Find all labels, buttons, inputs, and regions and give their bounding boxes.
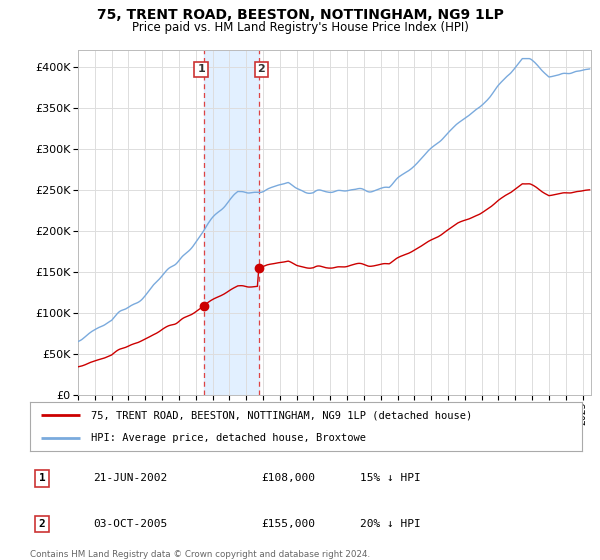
Text: 1: 1 bbox=[38, 473, 46, 483]
Text: HPI: Average price, detached house, Broxtowe: HPI: Average price, detached house, Brox… bbox=[91, 433, 366, 443]
Text: £108,000: £108,000 bbox=[261, 473, 315, 483]
Text: £155,000: £155,000 bbox=[261, 519, 315, 529]
Text: Price paid vs. HM Land Registry's House Price Index (HPI): Price paid vs. HM Land Registry's House … bbox=[131, 21, 469, 34]
Text: 2: 2 bbox=[257, 64, 265, 74]
Text: 15% ↓ HPI: 15% ↓ HPI bbox=[360, 473, 421, 483]
Bar bbox=[203, 50, 259, 395]
Text: Contains HM Land Registry data © Crown copyright and database right 2024.
This d: Contains HM Land Registry data © Crown c… bbox=[30, 550, 370, 560]
Text: 21-JUN-2002: 21-JUN-2002 bbox=[93, 473, 167, 483]
Text: 2: 2 bbox=[38, 519, 46, 529]
Text: 1: 1 bbox=[197, 64, 205, 74]
Text: 75, TRENT ROAD, BEESTON, NOTTINGHAM, NG9 1LP (detached house): 75, TRENT ROAD, BEESTON, NOTTINGHAM, NG9… bbox=[91, 410, 472, 421]
Text: 03-OCT-2005: 03-OCT-2005 bbox=[93, 519, 167, 529]
Text: 20% ↓ HPI: 20% ↓ HPI bbox=[360, 519, 421, 529]
Text: 75, TRENT ROAD, BEESTON, NOTTINGHAM, NG9 1LP: 75, TRENT ROAD, BEESTON, NOTTINGHAM, NG9… bbox=[97, 8, 503, 22]
